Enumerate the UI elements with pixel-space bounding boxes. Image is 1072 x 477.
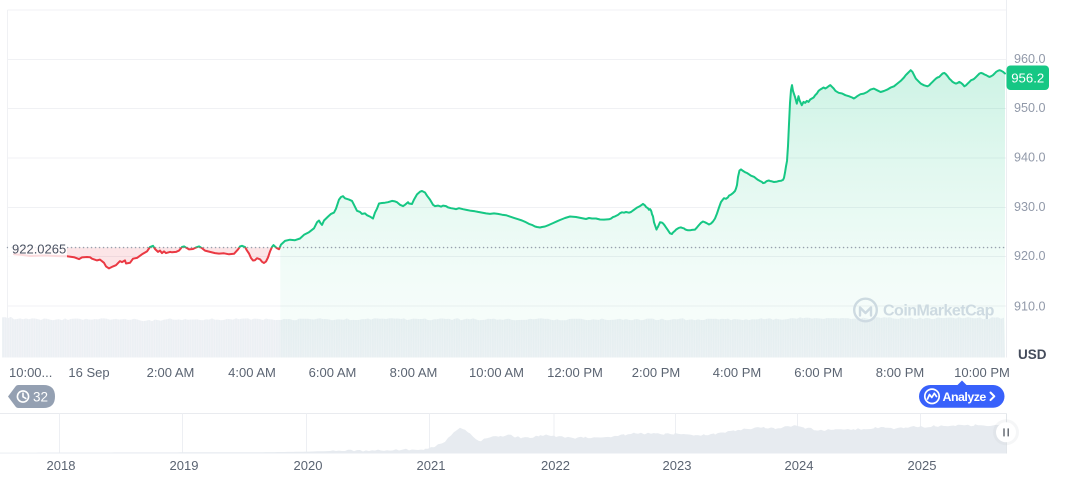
svg-text:10:00 PM: 10:00 PM — [954, 365, 1010, 380]
svg-text:2018: 2018 — [47, 458, 76, 473]
svg-text:950.0: 950.0 — [1014, 101, 1046, 115]
svg-text:956.2: 956.2 — [1011, 71, 1044, 86]
svg-text:920.0: 920.0 — [1014, 249, 1046, 263]
svg-text:8:00 AM: 8:00 AM — [390, 365, 438, 380]
svg-text:8:00 PM: 8:00 PM — [876, 365, 924, 380]
svg-text:32: 32 — [33, 390, 48, 405]
svg-text:2022: 2022 — [541, 458, 570, 473]
svg-text:16 Sep: 16 Sep — [68, 365, 109, 380]
svg-text:4:00 PM: 4:00 PM — [713, 365, 761, 380]
svg-text:2024: 2024 — [785, 458, 814, 473]
svg-text:2:00 PM: 2:00 PM — [632, 365, 680, 380]
svg-text:10:00 AM: 10:00 AM — [469, 365, 524, 380]
svg-text:2019: 2019 — [170, 458, 199, 473]
svg-text:Analyze: Analyze — [943, 390, 987, 404]
svg-text:2:00 AM: 2:00 AM — [147, 365, 195, 380]
svg-text:960.0: 960.0 — [1014, 52, 1046, 66]
svg-text:10:00...: 10:00... — [9, 365, 52, 380]
svg-text:6:00 AM: 6:00 AM — [309, 365, 357, 380]
svg-text:USD: USD — [1018, 347, 1047, 362]
svg-text:2021: 2021 — [417, 458, 446, 473]
svg-text:4:00 AM: 4:00 AM — [228, 365, 276, 380]
svg-text:2023: 2023 — [663, 458, 692, 473]
svg-text:930.0: 930.0 — [1014, 200, 1046, 214]
svg-text:12:00 PM: 12:00 PM — [547, 365, 603, 380]
svg-text:6:00 PM: 6:00 PM — [794, 365, 842, 380]
svg-text:910.0: 910.0 — [1014, 299, 1046, 313]
svg-text:2020: 2020 — [294, 458, 323, 473]
svg-text:940.0: 940.0 — [1014, 150, 1046, 164]
svg-text:2025: 2025 — [908, 458, 937, 473]
svg-text:922.0265: 922.0265 — [12, 242, 66, 257]
